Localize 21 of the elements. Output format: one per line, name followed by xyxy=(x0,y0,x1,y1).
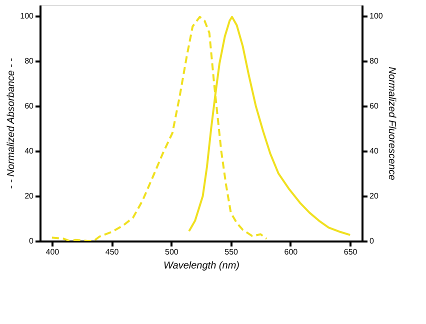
y-tick-label: 0 xyxy=(29,236,34,246)
y2-tick-label: 80 xyxy=(370,56,379,66)
x-tick-label: 450 xyxy=(105,248,120,256)
y2-tick-label: 100 xyxy=(370,12,384,21)
x-tick-label: 400 xyxy=(46,248,60,256)
y-tick-label: 20 xyxy=(24,192,34,201)
x-tick-label: 600 xyxy=(284,248,298,256)
x-tick-label: 500 xyxy=(165,248,179,256)
x-tick-label: 550 xyxy=(224,248,239,256)
x-axis-title: Wavelength (nm) xyxy=(164,260,240,272)
y2-axis-title: Normalized Fluorescence xyxy=(386,66,397,181)
x-tick-label: 650 xyxy=(344,248,358,256)
y2-tick-label: 40 xyxy=(370,146,379,156)
y2-tick-label: 0 xyxy=(370,236,374,246)
y-axis-title: - - Normalized Absorbance - - xyxy=(6,57,18,189)
y-tick-label: 100 xyxy=(20,12,34,21)
y-tick-label: 40 xyxy=(24,146,34,156)
y-tick-label: 60 xyxy=(24,102,34,111)
y2-tick-label: 60 xyxy=(370,102,379,111)
y-tick-label: 80 xyxy=(24,56,34,66)
y2-tick-label: 20 xyxy=(370,192,379,201)
